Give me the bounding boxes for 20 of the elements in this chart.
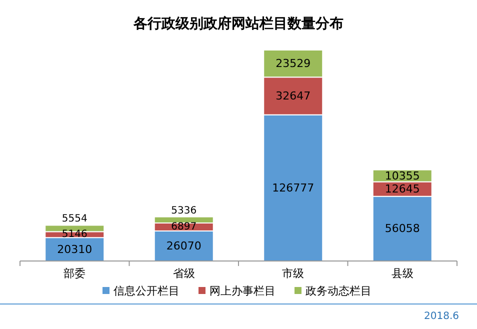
data-label: 126777 xyxy=(272,181,314,194)
data-label: 10355 xyxy=(384,169,420,182)
x-tick-label: 省级 xyxy=(172,267,195,280)
data-label: 32647 xyxy=(276,89,311,102)
x-tick-label: 部委 xyxy=(64,267,86,280)
data-label: 6897 xyxy=(171,221,197,232)
data-label: 26070 xyxy=(166,239,202,252)
legend-label: 网上办事栏目 xyxy=(210,284,276,298)
data-label: 5336 xyxy=(171,205,197,216)
legend-label: 信息公开栏目 xyxy=(114,284,180,298)
legend-label: 政务动态栏目 xyxy=(306,284,372,298)
text: 2018.6 xyxy=(424,311,459,322)
data-label: 5554 xyxy=(62,214,88,225)
x-tick-label: 市级 xyxy=(282,267,304,280)
data-label: 56058 xyxy=(384,222,420,236)
chart-title: 各行政级别政府网站栏目数量分布 xyxy=(132,15,344,32)
data-label: 20310 xyxy=(57,242,92,256)
data-label: 23529 xyxy=(276,57,311,70)
x-tick-label: 县级 xyxy=(391,267,414,280)
data-label: 12645 xyxy=(384,182,420,196)
